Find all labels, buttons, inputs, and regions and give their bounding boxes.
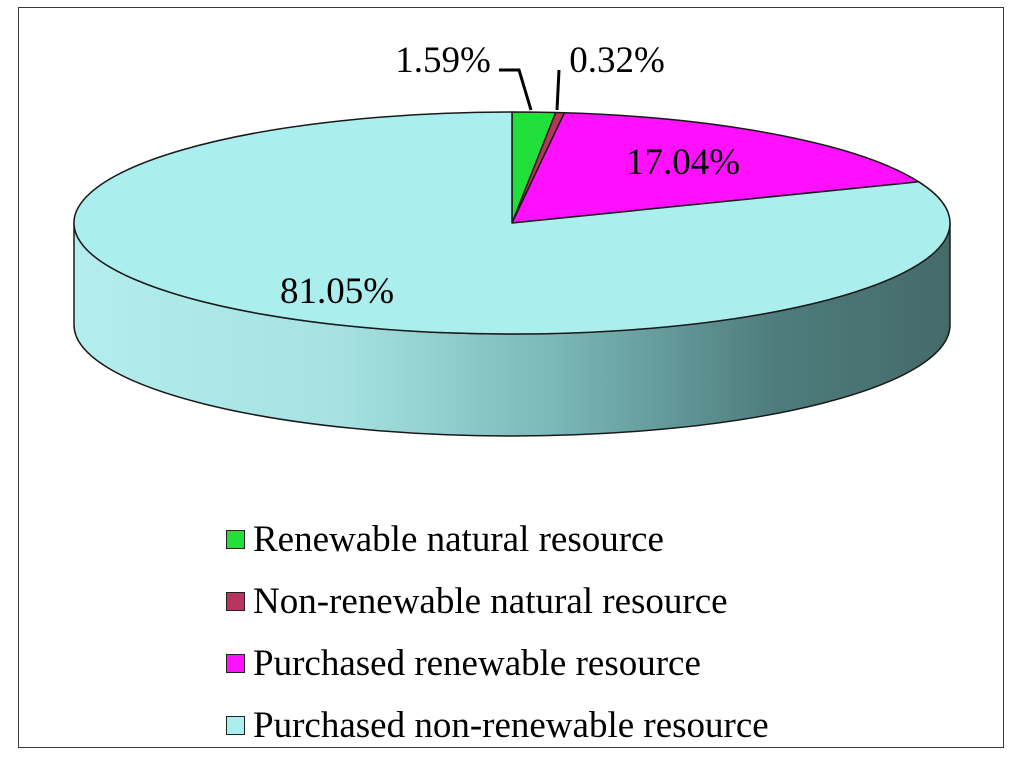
legend-label-non-renewable-natural: Non-renewable natural resource bbox=[253, 580, 728, 622]
legend-swatch-purchased-renewable bbox=[226, 653, 245, 673]
leader-line-renewable-natural-resource bbox=[499, 68, 533, 111]
data-label-renewable-natural-resource: 1.59% bbox=[395, 40, 491, 81]
pie-slice-purchased-renewable-resource bbox=[511, 112, 920, 224]
data-label-purchased-renewable-resource: 17.04% bbox=[626, 142, 740, 183]
legend-item-renewable-natural: Renewable natural resource bbox=[226, 508, 769, 570]
data-label-non-renewable-natural-resource: 0.32% bbox=[569, 40, 665, 81]
legend-label-purchased-renewable: Purchased renewable resource bbox=[253, 642, 701, 684]
data-label-purchased-non-renewable-resource: 81.05% bbox=[280, 271, 394, 312]
legend-label-renewable-natural: Renewable natural resource bbox=[253, 518, 664, 560]
legend-swatch-non-renewable-natural bbox=[226, 591, 245, 611]
legend-swatch-purchased-non-renewable bbox=[226, 715, 245, 735]
legend-item-purchased-non-renewable: Purchased non-renewable resource bbox=[226, 694, 769, 756]
pie-slice-purchased-non-renewable-resource bbox=[73, 111, 951, 335]
legend-label-purchased-non-renewable: Purchased non-renewable resource bbox=[253, 704, 769, 746]
leader-line-non-renewable-natural-resource bbox=[555, 69, 561, 111]
legend-item-non-renewable-natural: Non-renewable natural resource bbox=[226, 570, 769, 632]
legend-swatch-renewable-natural bbox=[226, 529, 245, 549]
legend: Renewable natural resource Non-renewable… bbox=[226, 508, 769, 756]
legend-item-purchased-renewable: Purchased renewable resource bbox=[226, 632, 769, 694]
